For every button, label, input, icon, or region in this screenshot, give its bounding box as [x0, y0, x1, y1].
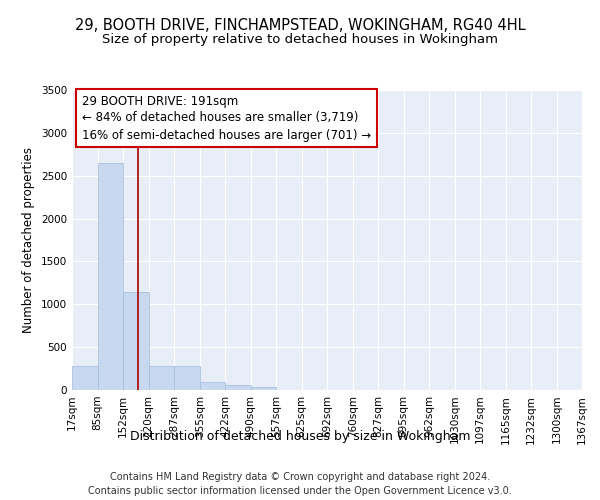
Text: 29, BOOTH DRIVE, FINCHAMPSTEAD, WOKINGHAM, RG40 4HL: 29, BOOTH DRIVE, FINCHAMPSTEAD, WOKINGHA…	[74, 18, 526, 32]
Text: Distribution of detached houses by size in Wokingham: Distribution of detached houses by size …	[130, 430, 470, 443]
Text: Size of property relative to detached houses in Wokingham: Size of property relative to detached ho…	[102, 32, 498, 46]
Bar	[72, 366, 98, 390]
Text: 29 BOOTH DRIVE: 191sqm
← 84% of detached houses are smaller (3,719)
16% of semi-: 29 BOOTH DRIVE: 191sqm ← 84% of detached…	[82, 94, 371, 142]
Bar	[98, 163, 123, 390]
Bar	[251, 386, 276, 390]
Bar	[123, 292, 149, 390]
Bar	[225, 386, 251, 390]
Bar	[149, 366, 174, 390]
Bar	[174, 366, 200, 390]
Y-axis label: Number of detached properties: Number of detached properties	[22, 147, 35, 333]
Text: Contains HM Land Registry data © Crown copyright and database right 2024.: Contains HM Land Registry data © Crown c…	[110, 472, 490, 482]
Text: Contains public sector information licensed under the Open Government Licence v3: Contains public sector information licen…	[88, 486, 512, 496]
Bar	[200, 382, 225, 390]
